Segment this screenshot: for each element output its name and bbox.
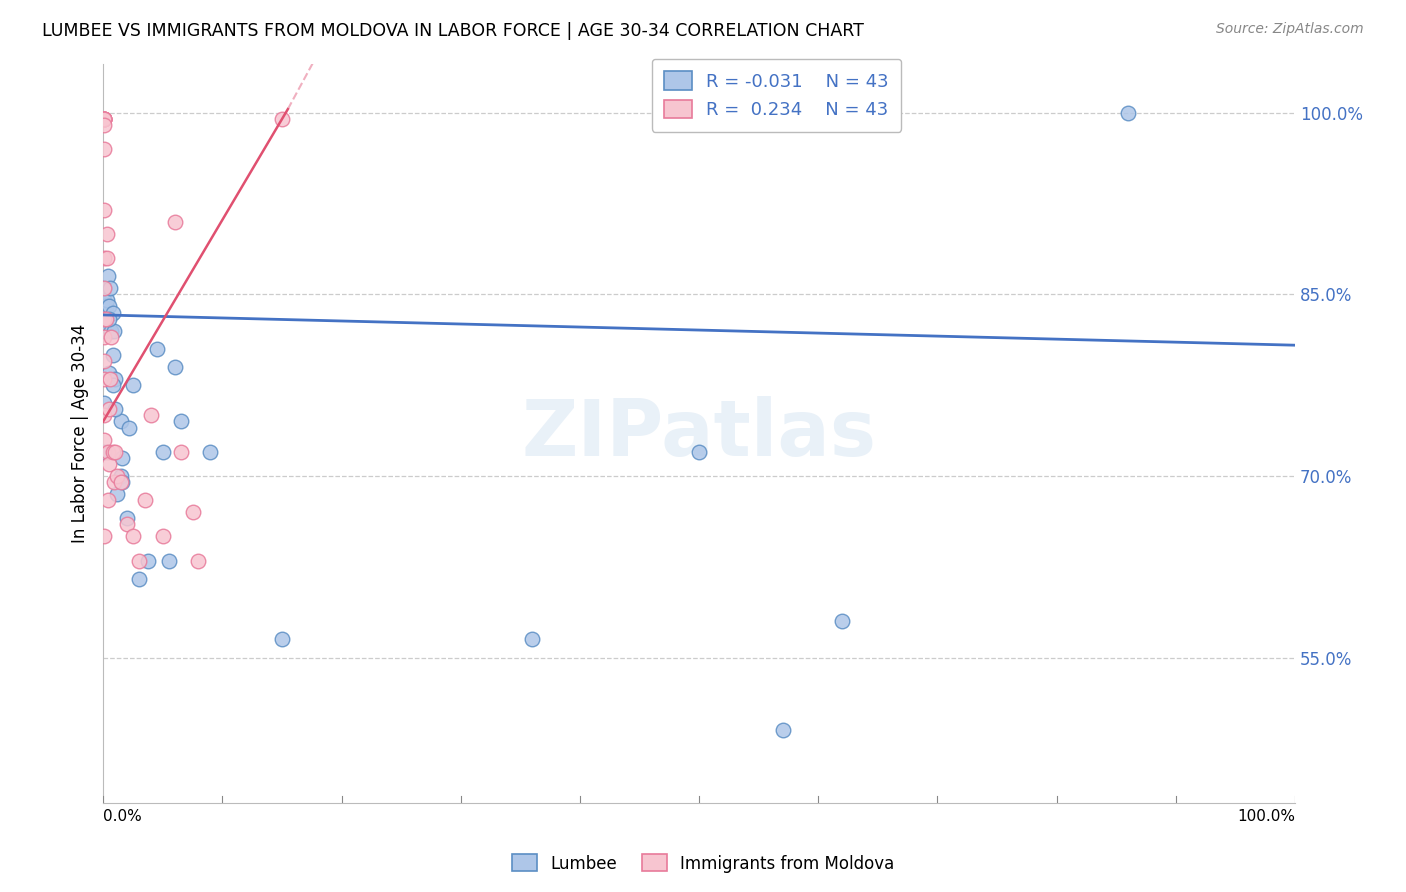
Point xyxy=(157,554,180,568)
Point xyxy=(93,529,115,543)
Point xyxy=(115,517,138,532)
Point xyxy=(110,469,132,483)
Point xyxy=(118,420,141,434)
Point xyxy=(93,293,115,308)
Point xyxy=(103,475,125,489)
Point xyxy=(111,450,134,465)
Point xyxy=(96,227,118,241)
Point xyxy=(107,487,129,501)
Point xyxy=(271,632,294,647)
Point xyxy=(101,444,124,458)
Point xyxy=(103,324,125,338)
Point xyxy=(104,444,127,458)
Point xyxy=(97,269,120,284)
Point xyxy=(139,409,162,423)
Text: ZIPatlas: ZIPatlas xyxy=(522,395,876,472)
Point xyxy=(101,305,124,319)
Point xyxy=(181,505,204,519)
Point xyxy=(93,281,115,295)
Point xyxy=(93,112,115,126)
Point xyxy=(138,554,160,568)
Point xyxy=(110,475,132,489)
Point xyxy=(101,348,124,362)
Point xyxy=(688,444,710,458)
Point xyxy=(93,118,115,132)
Point xyxy=(93,372,115,386)
Point xyxy=(93,112,115,126)
Point xyxy=(93,433,115,447)
Point xyxy=(134,493,156,508)
Point xyxy=(96,251,118,265)
Point xyxy=(122,378,145,392)
Point xyxy=(98,311,121,326)
Point xyxy=(93,112,115,126)
Y-axis label: In Labor Force | Age 30-34: In Labor Force | Age 30-34 xyxy=(72,324,89,543)
Point xyxy=(200,444,222,458)
Point xyxy=(115,511,138,525)
Point xyxy=(98,457,121,471)
Text: LUMBEE VS IMMIGRANTS FROM MOLDOVA IN LABOR FORCE | AGE 30-34 CORRELATION CHART: LUMBEE VS IMMIGRANTS FROM MOLDOVA IN LAB… xyxy=(42,22,865,40)
Point xyxy=(97,493,120,508)
Text: 100.0%: 100.0% xyxy=(1237,809,1295,824)
Point xyxy=(93,142,115,156)
Point xyxy=(145,342,167,356)
Point xyxy=(100,324,122,338)
Point xyxy=(93,281,115,295)
Point xyxy=(97,444,120,458)
Point xyxy=(122,529,145,543)
Point xyxy=(152,444,174,458)
Point xyxy=(93,202,115,217)
Point xyxy=(271,112,294,126)
Point xyxy=(93,354,115,368)
Point xyxy=(98,366,121,380)
Point xyxy=(93,311,115,326)
Point xyxy=(169,444,191,458)
Point xyxy=(831,614,853,628)
Point xyxy=(93,311,115,326)
Point xyxy=(169,415,191,429)
Point xyxy=(772,723,794,738)
Point xyxy=(104,372,127,386)
Point xyxy=(128,572,150,586)
Point xyxy=(152,529,174,543)
Point xyxy=(163,359,186,374)
Point xyxy=(96,293,118,308)
Point xyxy=(187,554,209,568)
Point xyxy=(93,324,115,338)
Point xyxy=(98,281,121,295)
Point xyxy=(111,475,134,489)
Point xyxy=(110,415,132,429)
Point xyxy=(93,409,115,423)
Text: Source: ZipAtlas.com: Source: ZipAtlas.com xyxy=(1216,22,1364,37)
Point xyxy=(100,329,122,343)
Point xyxy=(128,554,150,568)
Point xyxy=(93,251,115,265)
Legend: Lumbee, Immigrants from Moldova: Lumbee, Immigrants from Moldova xyxy=(505,847,901,880)
Text: 0.0%: 0.0% xyxy=(103,809,142,824)
Legend: R = -0.031    N = 43, R =  0.234    N = 43: R = -0.031 N = 43, R = 0.234 N = 43 xyxy=(652,59,901,131)
Point xyxy=(163,215,186,229)
Point xyxy=(98,300,121,314)
Point xyxy=(94,311,117,326)
Point xyxy=(1116,105,1139,120)
Point xyxy=(107,469,129,483)
Point xyxy=(93,396,115,410)
Point xyxy=(94,300,117,314)
Point xyxy=(98,372,121,386)
Point xyxy=(101,378,124,392)
Point xyxy=(98,402,121,417)
Point xyxy=(93,112,115,126)
Point xyxy=(522,632,544,647)
Point xyxy=(104,402,127,417)
Point xyxy=(93,112,115,126)
Point xyxy=(93,112,115,126)
Point xyxy=(93,444,115,458)
Point xyxy=(93,300,115,314)
Point xyxy=(93,329,115,343)
